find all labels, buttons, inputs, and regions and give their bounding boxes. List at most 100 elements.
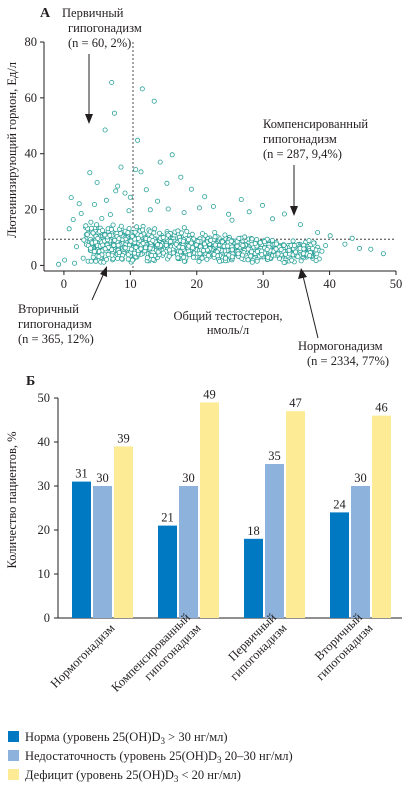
scatter-point [275, 251, 281, 257]
scatter-point [88, 219, 94, 225]
scatter-point [125, 252, 131, 258]
scatter-point [290, 238, 296, 244]
scatter-point [349, 235, 355, 241]
scatter-point [107, 212, 113, 218]
scatter-point [306, 238, 312, 244]
scatter-point [109, 80, 115, 86]
scatter-point [143, 245, 149, 251]
scatter-y-tick-label: 60 [25, 91, 38, 105]
annotation-secondary-line-1: Вторичный [18, 302, 79, 316]
scatter-point [246, 209, 252, 215]
scatter-point [234, 243, 240, 249]
scatter-point [269, 216, 275, 222]
scatter-point [212, 229, 218, 235]
scatter-point [91, 249, 97, 255]
annotation-normo-line-1: Нормогонадизм [298, 339, 383, 353]
scatter-point [212, 242, 218, 248]
bar-data-label: 21 [161, 511, 174, 525]
scatter-point [151, 98, 157, 104]
scatter-point [95, 235, 101, 241]
scatter-point [257, 240, 263, 246]
scatter-point [298, 258, 304, 264]
scatter-point [259, 202, 265, 208]
bar [72, 481, 91, 618]
scatter-point [140, 240, 146, 246]
scatter-point [134, 224, 140, 230]
scatter-point [88, 245, 94, 251]
scatter-point [68, 195, 74, 201]
scatter-point [245, 257, 251, 263]
scatter-point [110, 222, 116, 228]
scatter-point [196, 205, 202, 211]
scatter-point [103, 197, 109, 203]
scatter-point [188, 240, 194, 246]
bar [351, 486, 370, 618]
scatter-point [155, 242, 161, 248]
scatter-point [201, 241, 207, 247]
scatter-point [311, 240, 317, 246]
scatter-point [150, 257, 156, 263]
scatter-point [93, 239, 99, 245]
scatter-point [261, 239, 267, 245]
scatter-point [147, 245, 153, 251]
scatter-point [92, 201, 98, 207]
annotation-normogonadism: Нормогонадизм (n = 2334, 77%) [298, 268, 389, 368]
scatter-point [108, 226, 114, 232]
legend-entry: Норма (уровень 25(OH)D3 > 30 нг/мл) [25, 730, 228, 746]
scatter-point [269, 237, 275, 243]
scatter-point [149, 252, 155, 258]
bar-y-tick-label: 40 [38, 435, 51, 449]
scatter-point [249, 259, 255, 265]
scatter-point [282, 251, 288, 257]
annotation-primary-line-2: гипогонадизм [68, 21, 142, 35]
scatter-point [175, 228, 181, 234]
scatter-point [170, 250, 176, 256]
bar-y-tick-label: 10 [38, 567, 51, 581]
scatter-point [210, 203, 216, 209]
bar-y-tick-label: 20 [38, 523, 51, 537]
scatter-point [178, 230, 184, 236]
bar [330, 512, 349, 618]
scatter-point [225, 243, 231, 249]
bar-data-label: 31 [75, 467, 88, 481]
scatter-point [273, 246, 279, 252]
scatter-point [281, 260, 287, 266]
scatter-point [128, 246, 134, 252]
scatter-point [193, 242, 199, 248]
bar-data-label: 35 [268, 449, 281, 463]
annotation-secondary-line-3: (n = 365, 12%) [18, 332, 94, 346]
scatter-point [185, 237, 191, 243]
scatter-point [173, 241, 179, 247]
scatter-y-tick-label: 80 [25, 35, 38, 49]
annotation-secondary: Вторичный гипогонадизм (n = 365, 12%) [18, 266, 107, 346]
bar [286, 411, 305, 618]
scatter-point [289, 257, 295, 263]
annotation-primary-line-1: Первичный [62, 6, 124, 20]
scatter-point [87, 170, 93, 176]
scatter-point [167, 239, 173, 245]
scatter-point [254, 248, 260, 254]
annotation-secondary-arrow [91, 272, 105, 301]
scatter-point [90, 230, 96, 236]
scatter-point [166, 253, 172, 259]
scatter-point [281, 211, 287, 217]
bar-category-label: Нормогонадизм [48, 621, 118, 691]
scatter-point [177, 249, 183, 255]
scatter-point [138, 169, 144, 175]
scatter-point [132, 229, 138, 235]
scatter-point [112, 237, 118, 243]
scatter-point [129, 257, 135, 263]
scatter-point [202, 194, 208, 200]
scatter-x-tick-label: 10 [124, 277, 137, 291]
scatter-point [248, 253, 254, 259]
scatter-point [139, 86, 145, 92]
bar [114, 446, 133, 618]
bar-y-axis-title: Количество пациентов, % [5, 431, 19, 568]
scatter-point [186, 252, 192, 258]
scatter-point [200, 248, 206, 254]
scatter-point [301, 246, 307, 252]
scatter-point [102, 232, 108, 238]
